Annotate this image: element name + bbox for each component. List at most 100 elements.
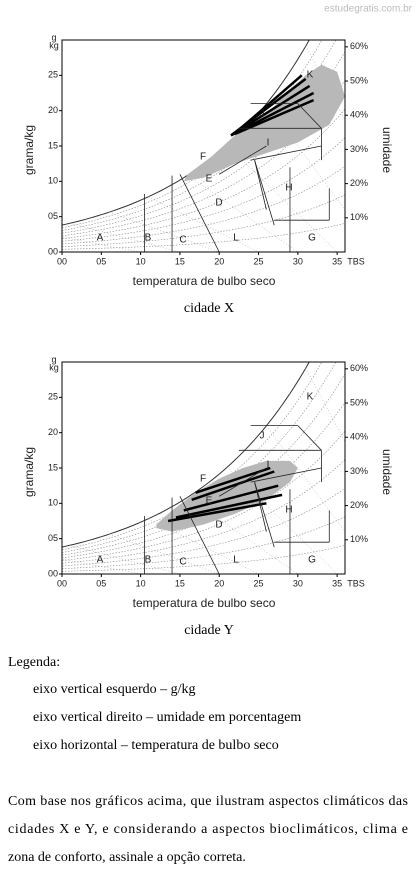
climate-line [183, 484, 279, 512]
climate-area [183, 64, 345, 182]
zone-boundary [254, 482, 275, 548]
zone-boundary [254, 160, 275, 226]
y2-tick-label: 60% [350, 363, 368, 373]
x-unit: TBS [347, 578, 365, 588]
enthalpy-line [69, 545, 180, 574]
x-axis-label: temperatura de bulbo seco [133, 596, 276, 610]
enthalpy-line [187, 174, 298, 252]
zone-label: A [97, 555, 104, 566]
climate-line [234, 74, 303, 135]
climate-line [175, 493, 283, 519]
climate-line [167, 502, 267, 523]
legend-title: Legenda: [8, 655, 60, 670]
question-line: zona de conforto, assinale a opção corre… [8, 850, 246, 865]
x-tick-label: 35 [332, 578, 342, 588]
x-tick-label: 15 [175, 256, 185, 266]
zone-label: B [145, 233, 152, 244]
y2-tick-label: 30% [350, 466, 368, 476]
zone-label: J [260, 109, 265, 120]
x-tick-label: 20 [214, 578, 224, 588]
x-tick-label: 20 [214, 256, 224, 266]
humidity-curve [62, 137, 345, 242]
y-unit: g [51, 354, 56, 364]
y-tick-label: 20 [48, 427, 58, 437]
legend-item: eixo vertical direito – umidade em porce… [33, 710, 301, 725]
y2-tick-label: 10% [350, 212, 368, 222]
x-tick-label: 15 [175, 578, 185, 588]
humidity-curve [62, 516, 345, 569]
zone-boundary [219, 145, 267, 175]
zone-label: D [215, 520, 222, 531]
climate-line [195, 466, 271, 494]
x-tick-label: 00 [57, 578, 67, 588]
humidity-curve [62, 194, 345, 247]
y2-tick-label: 20% [350, 178, 368, 188]
zone-label: F [200, 152, 206, 163]
enthalpy-line [148, 196, 259, 252]
x-unit: TBS [347, 256, 365, 266]
y2-tick-label: 40% [350, 432, 368, 442]
enthalpy-line [148, 518, 259, 574]
enthalpy-line [109, 211, 220, 252]
question-line: Com base nos gráficos acima, que ilustra… [8, 794, 408, 809]
zone-label: L [233, 555, 239, 566]
y-tick-label: 10 [48, 498, 58, 508]
y-unit: g [51, 32, 56, 42]
zone-boundary [219, 467, 267, 497]
zone-label: H [285, 505, 292, 516]
humidity-curve [62, 108, 345, 239]
x-tick-label: 25 [254, 578, 264, 588]
zone-label: D [215, 198, 222, 209]
legend-item: eixo vertical esquerdo – g/kg [33, 682, 196, 697]
y-tick-label: 25 [48, 392, 58, 402]
x-tick-label: 25 [254, 256, 264, 266]
zone-label: F [200, 474, 206, 485]
humidity-curve [62, 373, 345, 556]
zone-boundary [250, 145, 322, 161]
y2-tick-label: 50% [350, 75, 368, 85]
y-tick-label: 15 [48, 140, 58, 150]
y-tick-label: 00 [48, 246, 58, 256]
y2-tick-label: 30% [350, 144, 368, 154]
plot [62, 40, 345, 252]
y2-tick-label: 10% [350, 534, 368, 544]
zone-label: K [307, 70, 314, 81]
zone-boundary [297, 103, 322, 129]
x-tick-label: 30 [293, 256, 303, 266]
zone-label: A [97, 233, 104, 244]
enthalpy-line [187, 496, 298, 574]
enthalpy-line [69, 223, 180, 252]
plot [62, 362, 345, 574]
enthalpy-line [226, 145, 338, 252]
x-tick-label: 05 [96, 578, 106, 588]
x-tick-label: 35 [332, 256, 342, 266]
y-tick-label: 20 [48, 105, 58, 115]
zone-label: I [267, 138, 270, 149]
caption: cidade X [184, 301, 234, 316]
zone-boundary [179, 496, 220, 574]
y-tick-label: 05 [48, 533, 58, 543]
humidity-curve [62, 362, 323, 551]
y-axis-label: grama/kg [22, 447, 36, 497]
zone-boundary [297, 425, 322, 451]
zone-boundary [250, 467, 322, 483]
y2-tick-label: 60% [350, 41, 368, 51]
y-tick-label: 00 [48, 568, 58, 578]
chart: K J I FE H D A B C L G 00 05 10 15 20 25 30 35 TBS 00 05 10 15 2… [22, 354, 394, 638]
humidity-curve [62, 40, 337, 231]
y-unit: kg [49, 40, 59, 50]
enthalpy-line [109, 533, 220, 574]
y-tick-label: 05 [48, 211, 58, 221]
zone-label: H [285, 183, 292, 194]
x-tick-label: 30 [293, 578, 303, 588]
zone-label: C [179, 235, 186, 246]
y-tick-label: 15 [48, 462, 58, 472]
enthalpy-line [62, 236, 141, 252]
zone-label: C [179, 557, 186, 568]
zone-boundary [254, 160, 267, 210]
x-tick-label: 05 [96, 256, 106, 266]
x-tick-label: 10 [136, 256, 146, 266]
x-axis-label: temperatura de bulbo seco [133, 274, 276, 288]
zone-label: I [267, 460, 270, 471]
